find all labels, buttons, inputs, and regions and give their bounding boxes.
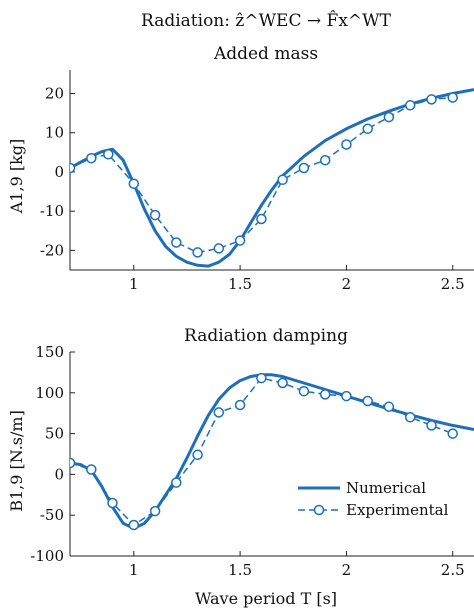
damping-ytick-label: 0 <box>54 465 64 483</box>
added-mass-xtick-label: 2.5 <box>441 275 465 293</box>
added-mass-panel: Added mass -20 -10 0 10 20 1 1.5 2 2.5 A1,9 [kg] <box>7 44 474 293</box>
added-mass-experimental-point <box>447 92 458 103</box>
damping-experimental-point <box>426 420 437 431</box>
added-mass-plot-area <box>70 88 474 268</box>
added-mass-experimental-point <box>213 243 225 254</box>
added-mass-experimental-line <box>70 96 453 254</box>
damping-ytick-label: 50 <box>45 425 64 443</box>
added-mass-experimental-point <box>277 174 288 186</box>
legend-experimental-label: Experimental <box>346 501 449 519</box>
legend-numerical-label: Numerical <box>346 479 426 497</box>
damping-axes: -100 -50 0 50 100 150 1 1.5 2 2.5 <box>30 343 474 579</box>
added-mass-experimental-point <box>362 123 373 135</box>
damping-experimental-point <box>447 428 458 439</box>
damping-experimental-point <box>86 464 97 475</box>
added-mass-axes: -20 -10 0 10 20 1 1.5 2 2.5 <box>40 70 474 293</box>
added-mass-xtick-label: 1 <box>129 275 139 293</box>
added-mass-ytick-label: 20 <box>45 85 64 103</box>
legend: Numerical Experimental <box>288 475 458 525</box>
damping-ytick-label: 150 <box>35 343 64 361</box>
damping-title: Radiation damping <box>184 326 348 346</box>
damping-experimental-point <box>277 377 288 389</box>
added-mass-xtick-label: 2 <box>342 275 352 293</box>
damping-experimental-point <box>383 401 395 412</box>
damping-experimental-point <box>234 399 246 411</box>
damping-experimental-point <box>128 519 140 531</box>
added-mass-experimental-point <box>70 162 76 174</box>
added-mass-experimental-point <box>319 154 331 166</box>
damping-xtick-label: 1 <box>129 561 139 579</box>
added-mass-experimental-point <box>171 237 182 248</box>
added-mass-experimental-point <box>383 111 395 123</box>
added-mass-ytick-label: 10 <box>45 124 64 142</box>
legend-box <box>288 475 458 525</box>
legend-experimental-marker <box>313 504 325 516</box>
added-mass-experimental-point <box>234 235 246 246</box>
xaxis-label: Wave period T [s] <box>195 589 337 608</box>
added-mass-experimental-point <box>298 162 310 174</box>
damping-experimental-point <box>107 497 118 509</box>
damping-experimental-point <box>70 457 76 469</box>
added-mass-series <box>70 88 474 268</box>
added-mass-experimental-point <box>256 213 267 225</box>
added-mass-experimental-point <box>426 94 437 105</box>
added-mass-experimental-point <box>103 149 114 160</box>
added-mass-ytick-label: 0 <box>54 163 64 181</box>
damping-ytick-label: -50 <box>40 506 64 524</box>
added-mass-experimental-point <box>341 139 352 150</box>
figure-title: Radiation: ẑ^WEC → F̂x^WT <box>141 11 392 31</box>
damping-ylabel: B1,9 [N.s/m] <box>7 410 26 512</box>
damping-experimental-point <box>319 389 331 400</box>
added-mass-title: Added mass <box>213 44 318 64</box>
damping-xtick-label: 2.5 <box>441 561 465 579</box>
added-mass-experimental-point <box>404 100 416 111</box>
damping-experimental-point <box>341 390 352 402</box>
added-mass-experimental-point <box>192 247 203 258</box>
added-mass-ylabel: A1,9 [kg] <box>7 139 26 215</box>
damping-experimental-point <box>256 372 267 384</box>
damping-experimental-point <box>192 449 203 461</box>
added-mass-ytick-label: -20 <box>40 241 64 259</box>
damping-plot-area <box>70 372 474 531</box>
damping-experimental-point <box>149 505 161 517</box>
added-mass-numerical-line <box>70 88 474 268</box>
damping-experimental-point <box>362 395 373 407</box>
damping-experimental-point <box>213 407 225 418</box>
damping-experimental-point <box>404 412 416 423</box>
damping-experimental-point <box>171 477 182 488</box>
damping-xtick-label: 1.5 <box>228 561 252 579</box>
damping-series <box>70 372 474 531</box>
damping-panel: Radiation damping -100 -50 0 50 100 150 1 1.5 2 2… <box>7 326 474 579</box>
damping-ytick-label: 100 <box>35 384 64 402</box>
figure-title-text: Radiation: ẑ^WEC → F̂x^WT <box>141 11 392 31</box>
added-mass-experimental-point <box>149 209 161 221</box>
added-mass-experimental-point <box>86 152 97 164</box>
damping-experimental-point <box>298 385 310 397</box>
added-mass-xtick-label: 1.5 <box>228 275 252 293</box>
added-mass-experimental-point <box>128 178 140 189</box>
damping-ytick-label: -100 <box>30 547 64 565</box>
damping-xtick-label: 2 <box>342 561 352 579</box>
added-mass-ytick-label: -10 <box>40 202 64 220</box>
